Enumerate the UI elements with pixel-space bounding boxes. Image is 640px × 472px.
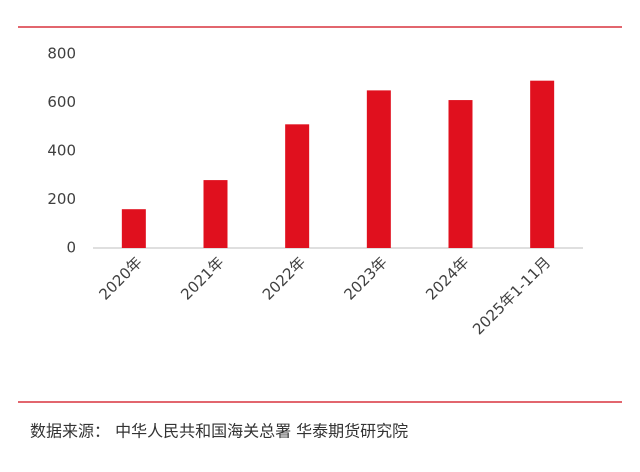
bar: [530, 80, 555, 248]
y-tick-label: 800: [47, 45, 76, 63]
y-tick-label: 0: [66, 239, 76, 257]
x-tick-label: 2020年: [96, 253, 146, 303]
bar: [285, 124, 310, 248]
bar: [366, 90, 391, 248]
y-tick-label: 400: [47, 142, 76, 160]
x-tick-label: 2022年: [259, 253, 309, 303]
bar: [203, 180, 228, 248]
x-tick-label: 2024年: [422, 253, 472, 303]
x-tick-label: 2021年: [177, 253, 227, 303]
bar: [448, 100, 473, 248]
y-tick-label: 200: [47, 190, 76, 208]
source-note: 数据来源： 中华人民共和国海关总署 华泰期货研究院: [30, 422, 408, 441]
bar: [121, 209, 146, 248]
x-tick-label: 2025年1-11月: [469, 253, 554, 338]
y-tick-label: 600: [47, 93, 76, 111]
x-tick-label: 2023年: [341, 253, 391, 303]
